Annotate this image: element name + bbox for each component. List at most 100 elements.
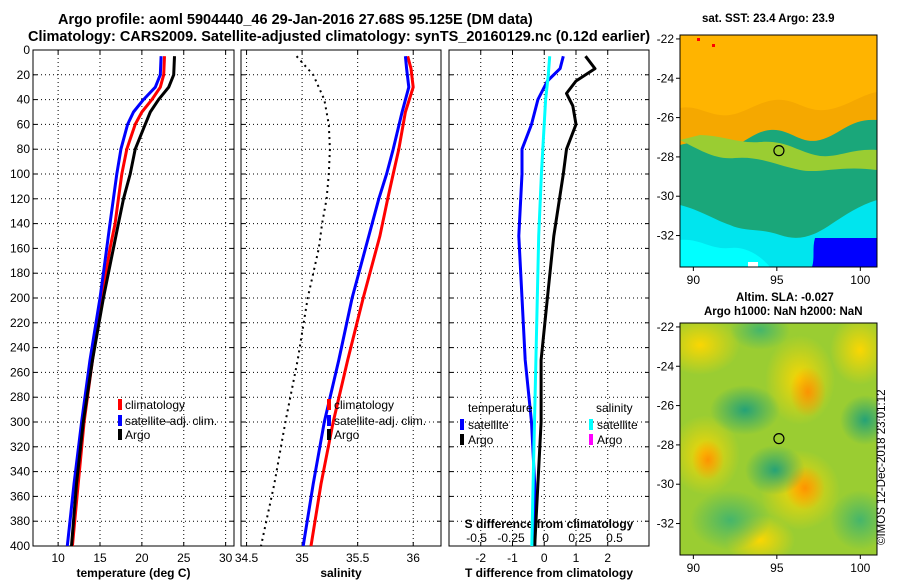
y-tick-label: 260 [10,365,30,379]
legend-label: satellite [468,418,509,432]
map-lat-label: -22 [657,32,675,46]
sla-anomaly-blob [680,323,740,375]
y-tick-label: 100 [10,167,30,181]
sst-field [680,35,877,267]
x-tick-label: 35.5 [346,551,370,565]
series-line-salinity-satellite [530,56,552,547]
legend-swatch [118,399,122,410]
sst-gap [748,262,758,267]
x2-tick-label: 0.25 [568,531,592,545]
legend-swatch [327,399,331,410]
series-line-satellite-adj-clim- [301,56,411,547]
sla-field [680,323,877,555]
map-lat-label: -30 [657,189,675,203]
legend-label: Argo [334,428,360,442]
x-tick-label: 10 [51,551,65,565]
x2-axis-label: S difference from climatology [465,517,634,531]
chart-difference-from-climatology: -2 -1 0 1 2T difference from climatology S di… [448,49,650,580]
legend-label: satellite-adj. clim. [334,414,426,428]
x2-tick-label: -0.5 [466,531,487,545]
legend-label: climatology [125,398,185,412]
x-tick-label: 25 [177,551,191,565]
y-tick-label: 380 [10,514,30,528]
legend-swatch [589,434,593,445]
legend-label: satellite-adj. clim. [125,414,217,428]
map-lat-label: -24 [657,71,675,85]
sla-anomaly-blob [790,367,826,417]
y-tick-label: 160 [10,241,30,255]
sla-anomaly-blob [745,445,805,495]
map-frame [679,322,878,556]
x-tick-label: 15 [93,551,107,565]
y-tick-label: 80 [17,142,31,156]
y-tick-label: 220 [10,316,30,330]
y-tick-label: 180 [10,266,30,280]
map-lat-label: -24 [657,359,675,373]
legend-swatch [589,419,593,430]
sla-anomaly-blob [690,490,770,550]
map-lat-label: -28 [657,438,675,452]
series-line-satellite-salinity-dotted- [260,55,331,547]
y-tick-label: 60 [17,117,31,131]
sst-map: -22 -24 -26 -28 -30 -32 90 95 100 [657,32,878,287]
map-lat-label: -30 [657,477,675,491]
map-lat-label: -22 [657,320,675,334]
series-line-temperature-satellite [517,55,565,546]
map-frame [679,34,878,268]
legend-label: satellite [597,418,638,432]
map-lat-label: -32 [657,517,675,531]
y-tick-label: 340 [10,465,30,479]
series-line-argo [70,56,176,547]
x2-tick-label: -0.25 [497,531,525,545]
sla-map-title: Altim. SLA: -0.027 [736,292,834,304]
sla-map: -22 -24 -26 -28 -30 -32 90 95 100 [657,320,878,575]
map-lon-label: 95 [770,561,784,575]
sst-hot-pixel [712,44,715,47]
legend-label: Argo [597,433,623,447]
x-axis-label: salinity [320,566,362,580]
y-tick-label: 360 [10,489,30,503]
x-axis-label: T difference from climatology [465,566,633,580]
series-line-satellite-adj-clim- [65,56,163,547]
x2-tick-label: 0 [542,531,549,545]
x-tick-label: 35 [295,551,309,565]
map-lat-label: -28 [657,150,675,164]
x2-tick-label: 0.5 [606,531,623,545]
legend-title-temperature: temperature [468,401,533,415]
map-lat-label: -26 [657,111,675,125]
sla-anomaly-blob [830,490,877,550]
series-line-climatology [70,56,166,547]
legend-swatch [118,429,122,440]
chart-salinity: 34.5 35 35.5 36 salinity climatology satellite… [235,49,442,580]
y-tick-label: 200 [10,291,30,305]
map-lat-label: -26 [657,399,675,413]
page-subtitle: Climatology: CARS2009. Satellite-adjuste… [28,29,651,45]
map-lon-label: 90 [687,273,701,287]
legend-swatch [460,419,464,430]
y-tick-label: 120 [10,192,30,206]
y-tick-label: 140 [10,217,30,231]
x-tick-label: 34.5 [235,551,259,565]
y-tick-label: 320 [10,440,30,454]
series-line-temperature-argo [533,55,597,547]
sla-anomaly-blob [730,323,790,350]
sla-anomaly-blob [840,395,877,445]
legend-label: Argo [125,428,151,442]
legend-swatch [327,429,331,440]
sst-map-title: sat. SST: 23.4 Argo: 23.9 [702,13,835,25]
profile-marker [773,145,785,157]
legend-title-salinity: salinity [596,401,633,415]
chart-temperature: 10 15 20 25 30020406080100120140160180200220… [10,43,235,580]
x-tick-label: 30 [219,551,233,565]
sla-anomaly-blob [830,323,877,385]
sst-warmest-region [680,35,877,116]
x-tick-label: 20 [135,551,149,565]
sla-anomaly-blob [692,440,724,480]
legend-swatch [460,434,464,445]
x-tick-label: 0 [541,551,548,565]
x-tick-label: 1 [573,551,580,565]
map-lon-label: 100 [850,561,870,575]
sst-transition-band [680,135,877,172]
x-tick-label: -2 [475,551,486,565]
